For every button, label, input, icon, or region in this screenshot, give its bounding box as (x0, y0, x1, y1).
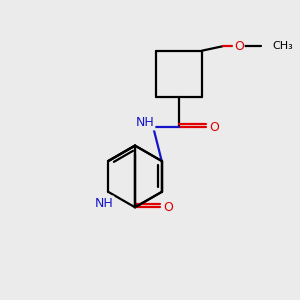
Text: O: O (163, 201, 173, 214)
Text: O: O (234, 40, 244, 53)
Text: NH: NH (136, 116, 154, 130)
Text: CH₃: CH₃ (272, 41, 293, 51)
Text: NH: NH (94, 196, 113, 209)
Text: O: O (209, 121, 219, 134)
